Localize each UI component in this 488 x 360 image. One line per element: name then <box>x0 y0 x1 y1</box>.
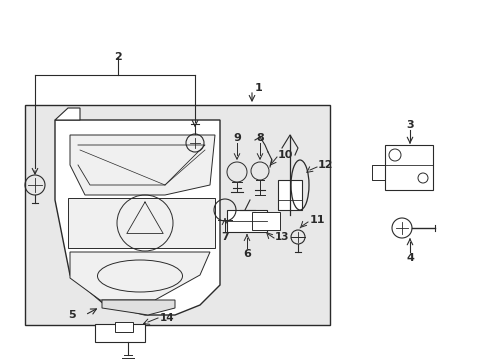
Bar <box>384 145 432 190</box>
Bar <box>278 180 302 210</box>
Polygon shape <box>70 135 215 195</box>
Polygon shape <box>55 108 80 120</box>
Polygon shape <box>70 252 209 300</box>
Text: 8: 8 <box>256 133 264 143</box>
Polygon shape <box>102 300 175 315</box>
Text: 11: 11 <box>309 215 325 225</box>
Polygon shape <box>68 198 215 248</box>
Text: 14: 14 <box>160 313 174 323</box>
Bar <box>251 212 280 230</box>
Bar <box>226 210 266 232</box>
Bar <box>95 324 145 342</box>
Bar <box>25 105 329 325</box>
Text: 3: 3 <box>406 120 413 130</box>
Text: 2: 2 <box>114 52 122 62</box>
Polygon shape <box>55 120 220 315</box>
Text: 9: 9 <box>233 133 241 143</box>
Text: 7: 7 <box>221 232 228 242</box>
Text: 13: 13 <box>274 232 289 242</box>
Bar <box>115 322 133 332</box>
Text: 12: 12 <box>317 160 333 170</box>
Text: 6: 6 <box>243 249 250 259</box>
Text: 4: 4 <box>405 253 413 263</box>
Text: 1: 1 <box>254 83 262 93</box>
Text: 10: 10 <box>278 150 293 160</box>
Text: 5: 5 <box>68 310 76 320</box>
